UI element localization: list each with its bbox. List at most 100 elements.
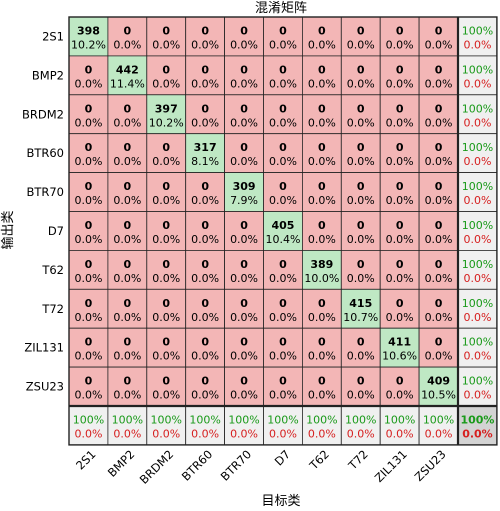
cell-count-label: 398 (77, 24, 100, 37)
col-summary-correct-label: 100% (423, 413, 454, 426)
cell-diagonal (107, 55, 148, 96)
cell-count-label: 0 (85, 297, 93, 310)
cell-percent-label: 0.0% (74, 116, 102, 129)
cell-count-label: 0 (318, 336, 326, 349)
overall-cell (457, 405, 498, 446)
col-summary-cell (340, 405, 381, 446)
row-summary-cell (457, 133, 498, 173)
cell-off-diagonal (263, 366, 303, 407)
cell-percent-label: 0.0% (74, 233, 102, 246)
cell-off-diagonal (224, 211, 264, 251)
cell-percent-label: 0.0% (386, 389, 414, 402)
y-tick-label: BTR60 (26, 146, 64, 160)
matrix-cells: 39810.2%00.0%00.0%00.0%00.0%00.0%00.0%00… (68, 16, 498, 446)
cell-percent-label: 0.0% (308, 77, 336, 90)
cell-percent-label: 0.0% (347, 389, 375, 402)
cell-count-label: 0 (435, 219, 443, 232)
row-summary-error-label: 0.0% (463, 272, 491, 285)
col-summary-cell (146, 405, 187, 446)
cell-percent-label: 0.0% (425, 272, 453, 285)
x-tick-label: T62 (306, 447, 332, 473)
cell-off-diagonal (224, 288, 264, 329)
cell-count-label: 0 (162, 24, 170, 37)
row-summary-correct-label: 100% (462, 141, 493, 154)
cell-percent-label: 0.0% (191, 38, 219, 51)
cell-count-label: 0 (162, 375, 170, 388)
cell-off-diagonal (185, 288, 225, 329)
cell-percent-label: 0.0% (425, 194, 453, 207)
cell-off-diagonal (185, 55, 225, 96)
cell-count-label: 0 (240, 297, 248, 310)
cell-count-label: 0 (357, 180, 365, 193)
x-tick-label: BRDM2 (137, 447, 177, 487)
cell-off-diagonal (379, 94, 420, 135)
cell-count-label: 0 (162, 336, 170, 349)
cell-count-label: 317 (194, 141, 217, 154)
cell-percent-label: 0.0% (152, 155, 180, 168)
cell-percent-label: 0.0% (230, 155, 258, 168)
cell-percent-label: 11.4% (110, 77, 145, 90)
cell-off-diagonal (418, 16, 459, 57)
cell-count-label: 0 (435, 141, 443, 154)
cell-percent-label: 0.0% (386, 77, 414, 90)
cell-count-label: 0 (357, 102, 365, 115)
cell-diagonal (418, 366, 459, 407)
cell-off-diagonal (301, 172, 342, 212)
cell-percent-label: 0.0% (191, 233, 219, 246)
cell-off-diagonal (185, 211, 225, 251)
row-summary-correct-label: 100% (462, 336, 493, 349)
cell-count-label: 411 (388, 336, 411, 349)
cell-count-label: 0 (435, 180, 443, 193)
cell-diagonal (301, 249, 342, 290)
col-summary-error-label: 0.0% (425, 427, 453, 440)
cell-count-label: 0 (318, 180, 326, 193)
cell-diagonal (263, 211, 303, 251)
cell-percent-label: 0.0% (386, 311, 414, 324)
cell-count-label: 0 (85, 141, 93, 154)
cell-off-diagonal (107, 94, 148, 135)
cell-percent-label: 10.5% (421, 389, 456, 402)
cell-off-diagonal (301, 55, 342, 96)
cell-off-diagonal (68, 94, 109, 135)
cell-percent-label: 0.0% (113, 194, 141, 207)
y-axis-label: 输出类 (0, 210, 16, 249)
cell-count-label: 0 (279, 63, 287, 76)
cell-count-label: 0 (124, 102, 132, 115)
row-summary-correct-label: 100% (462, 63, 493, 76)
cell-percent-label: 0.0% (386, 155, 414, 168)
cell-percent-label: 0.0% (425, 38, 453, 51)
x-tick-label: BTR60 (179, 447, 215, 483)
y-tick-labels: 2S1 BMP2 BRDM2 BTR60 BTR70 D7 T62 T72 ZIL131 ZSU2… (22, 29, 64, 393)
cell-off-diagonal (263, 288, 303, 329)
cell-percent-label: 0.0% (347, 77, 375, 90)
row-summary-cell (457, 172, 498, 212)
cell-percent-label: 0.0% (230, 350, 258, 363)
cell-percent-label: 0.0% (425, 350, 453, 363)
col-summary-error-label: 0.0% (269, 427, 297, 440)
cell-off-diagonal (379, 55, 420, 96)
cell-diagonal (146, 94, 187, 135)
cell-percent-label: 0.0% (269, 350, 297, 363)
cell-count-label: 0 (240, 375, 248, 388)
cell-percent-label: 10.4% (265, 233, 300, 246)
cell-percent-label: 0.0% (113, 272, 141, 285)
cell-percent-label: 0.0% (113, 38, 141, 51)
cell-percent-label: 0.0% (308, 38, 336, 51)
cell-percent-label: 0.0% (74, 77, 102, 90)
col-summary-cell (379, 405, 420, 446)
col-summary-correct-label: 100% (384, 413, 415, 426)
cell-percent-label: 0.0% (113, 350, 141, 363)
cell-percent-label: 0.0% (269, 38, 297, 51)
cell-off-diagonal (146, 327, 187, 368)
cell-percent-label: 0.0% (191, 116, 219, 129)
cell-percent-label: 0.0% (230, 233, 258, 246)
col-summary-error-label: 0.0% (191, 427, 219, 440)
col-summary-correct-label: 100% (228, 413, 259, 426)
cell-count-label: 0 (318, 297, 326, 310)
cell-percent-label: 0.0% (152, 233, 180, 246)
cell-off-diagonal (68, 366, 109, 407)
row-summary-correct-label: 100% (462, 258, 493, 271)
cell-percent-label: 10.0% (304, 272, 339, 285)
cell-percent-label: 0.0% (230, 389, 258, 402)
cell-percent-label: 0.0% (269, 311, 297, 324)
